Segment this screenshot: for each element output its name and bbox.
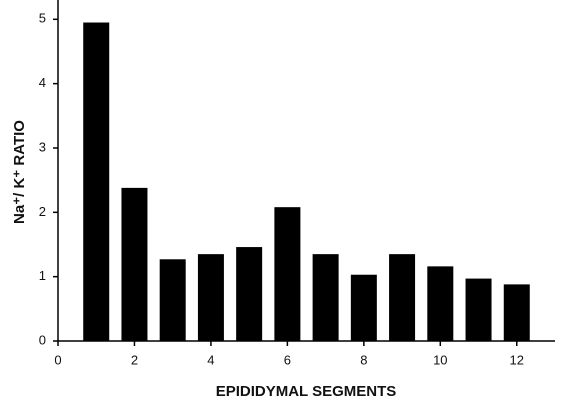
bar (503, 284, 530, 341)
bar (121, 187, 148, 341)
x-tick-label: 10 (433, 352, 447, 367)
y-tick-label: 5 (39, 11, 46, 26)
bar (350, 274, 377, 341)
bar (274, 207, 301, 341)
bar (83, 22, 110, 342)
x-tick-label: 2 (131, 352, 138, 367)
y-tick-label: 4 (39, 75, 46, 90)
bar (427, 266, 454, 341)
x-tick-label: 8 (360, 352, 367, 367)
y-tick-label: 0 (39, 332, 46, 347)
x-tick-label: 0 (54, 352, 61, 367)
x-tick-label: 12 (510, 352, 524, 367)
y-tick-label: 2 (39, 204, 46, 219)
bar (236, 247, 263, 341)
bar (197, 254, 224, 341)
x-tick-label: 6 (284, 352, 291, 367)
x-axis-title: EPIDIDYMAL SEGMENTS (216, 383, 397, 400)
y-axis-title: Na⁺/ K⁺ RATIO (11, 120, 28, 224)
y-tick-label: 3 (39, 139, 46, 154)
x-tick-label: 4 (207, 352, 214, 367)
bar (159, 259, 186, 341)
bar (312, 254, 339, 341)
bar (465, 278, 492, 341)
y-tick-label: 1 (39, 268, 46, 283)
bar (389, 254, 416, 341)
